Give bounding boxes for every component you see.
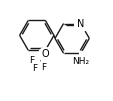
Text: O: O	[41, 49, 48, 59]
Text: NH₂: NH₂	[71, 57, 88, 66]
Text: F: F	[31, 64, 36, 73]
Text: F: F	[29, 56, 34, 65]
Text: N: N	[76, 18, 84, 28]
Text: F: F	[40, 63, 46, 72]
